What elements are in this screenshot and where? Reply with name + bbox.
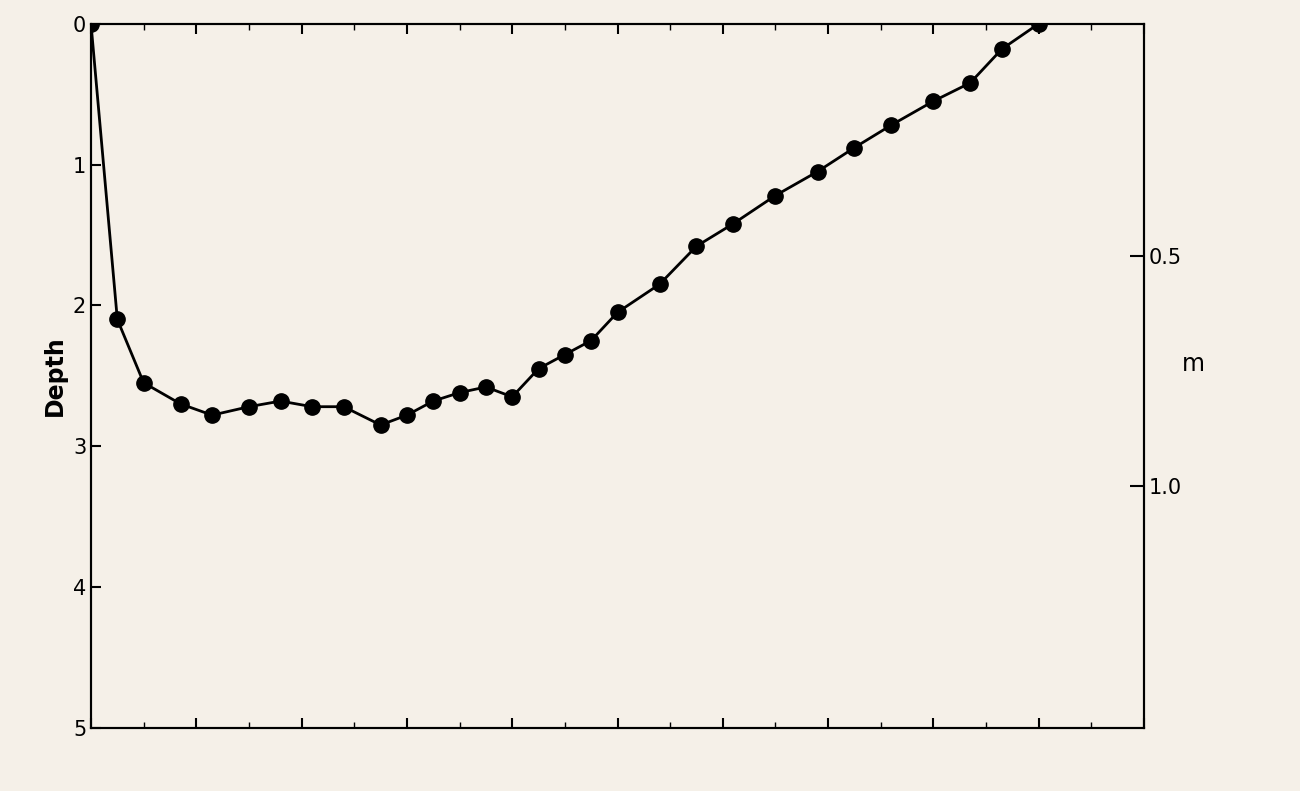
Y-axis label: Depth: Depth [43,335,68,416]
Y-axis label: m: m [1182,352,1205,376]
